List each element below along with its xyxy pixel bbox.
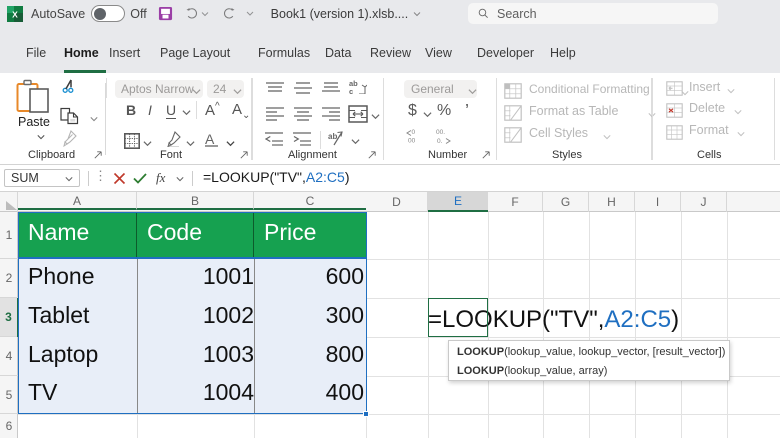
svg-text:ab: ab	[328, 132, 337, 141]
svg-text:00.: 00.	[436, 129, 445, 136]
svg-text:0.: 0.	[437, 138, 443, 144]
svg-text:0: 0	[412, 129, 416, 136]
svg-text:X: X	[12, 9, 18, 19]
svg-text:c: c	[349, 87, 353, 94]
svg-text:00: 00	[408, 138, 416, 145]
